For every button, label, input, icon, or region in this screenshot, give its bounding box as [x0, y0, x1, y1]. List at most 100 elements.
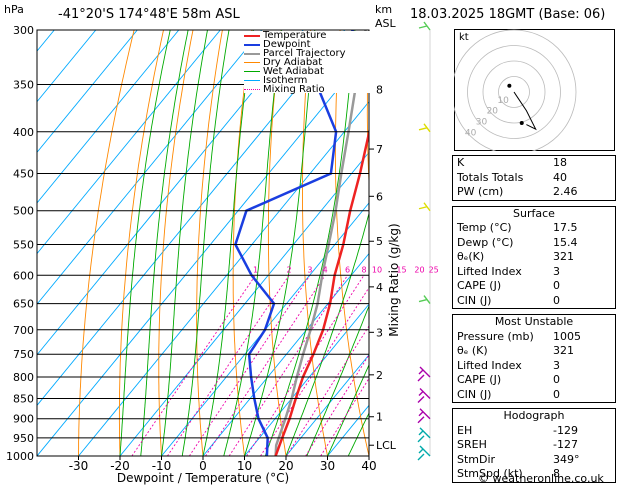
legend-swatch	[244, 80, 260, 81]
temperature-tick-label: 40	[361, 459, 376, 473]
km-tick-label: 6	[376, 190, 383, 203]
hodograph-kt-label: kt	[459, 32, 469, 43]
stats-row: EH -129	[453, 424, 615, 439]
wind-barb	[419, 124, 430, 132]
wind-barb	[418, 428, 430, 442]
hodograph-marker	[520, 121, 524, 125]
stats-label: Temp (°C)	[457, 221, 512, 236]
mixing-ratio-label: 15	[396, 265, 406, 274]
pressure-tick-label: 850	[13, 393, 34, 406]
most-unstable-title: Most Unstable	[453, 315, 615, 330]
stats-label: Lifted Index	[457, 359, 522, 374]
pressure-tick-label: 400	[13, 126, 34, 139]
stats-row: CIN (J) 0	[453, 388, 615, 403]
stats-row: Temp (°C) 17.5	[453, 221, 615, 236]
mixing-ratio-label: 25	[429, 265, 439, 274]
pressure-tick-label: 800	[13, 371, 34, 384]
dry-adiabat-line	[398, 30, 452, 456]
stats-label: EH	[457, 424, 472, 439]
km-tick-label: 7	[376, 143, 383, 156]
stats-row: CAPE (J)0	[453, 279, 615, 294]
km-tick-label: 1	[376, 411, 383, 424]
pressure-tick-label: 450	[13, 168, 34, 181]
stats-label: Dewp (°C)	[457, 236, 513, 251]
legend-swatch	[244, 71, 260, 72]
stats-label: CAPE (J)	[457, 373, 501, 388]
mixing-ratio-label: 1	[253, 265, 258, 274]
mixing-ratio-label: 2	[287, 265, 292, 274]
temperature-tick-label: -30	[69, 459, 89, 473]
stats-row: SREH-127	[453, 438, 615, 453]
wet-adiabat-line	[182, 30, 229, 456]
stats-value: 2.46	[553, 185, 611, 200]
stats-value: 15.4	[553, 236, 611, 251]
stats-value: 349°	[553, 453, 611, 468]
mixing-ratio-label: 20	[414, 265, 424, 274]
hodograph-ring-label: 10	[497, 96, 509, 106]
wet-adiabat-line	[120, 30, 170, 456]
stats-row: CIN (J)0	[453, 294, 615, 309]
stats-value: 17.5	[553, 221, 611, 236]
legend-item: Mixing Ratio	[244, 85, 374, 94]
wind-barb	[418, 446, 430, 460]
wind-barb	[418, 409, 430, 423]
stats-label: CIN (J)	[457, 388, 491, 403]
pressure-tick-label: 700	[13, 324, 34, 337]
legend-swatch	[244, 53, 260, 55]
mixing-ratio-line	[306, 275, 420, 456]
stats-value: 3	[553, 359, 611, 374]
stats-value: 3	[553, 265, 611, 280]
mixing-ratio-label: 6	[345, 265, 350, 274]
pressure-tick-label: 950	[13, 432, 34, 445]
stats-label: Lifted Index	[457, 265, 522, 280]
stats-label: Totals Totals	[457, 171, 523, 186]
wind-barb	[419, 296, 430, 304]
pressure-tick-label: 350	[13, 79, 34, 92]
pressure-tick-label: 550	[13, 239, 34, 252]
legend-swatch	[244, 44, 260, 46]
km-tick-label: 8	[376, 84, 383, 97]
mixing-ratio-label: 3	[307, 265, 312, 274]
hodograph-ring-label: 20	[487, 107, 499, 117]
hodograph-ring-label: 30	[476, 118, 488, 128]
stats-row: PW (cm)2.46	[453, 185, 615, 200]
wet-adiabat-line	[141, 30, 188, 456]
km-tick-label: 3	[376, 326, 383, 339]
hodograph-ring-label: 40	[465, 128, 477, 138]
stats-row: θₑ (K)321	[453, 344, 615, 359]
stats-value: 1005	[553, 330, 611, 345]
stats-value: 0	[553, 373, 611, 388]
stats-value: 18	[553, 156, 611, 171]
lcl-label: LCL	[376, 439, 397, 452]
pressure-tick-label: 900	[13, 413, 34, 426]
stats-label: K	[457, 156, 464, 171]
mixing-ratio-label: 10	[372, 265, 382, 274]
stats-value: -129	[553, 424, 611, 439]
stats-label: CIN (J)	[457, 294, 491, 309]
stats-row: CAPE (J) 0	[453, 373, 615, 388]
pressure-tick-label: 300	[13, 24, 34, 37]
stats-row: Lifted Index 3	[453, 265, 615, 280]
legend-label: Mixing Ratio	[263, 85, 325, 94]
legend-swatch	[244, 62, 260, 63]
pressure-tick-label: 650	[13, 298, 34, 311]
stats-value: 321	[553, 344, 611, 359]
stats-value: 0	[553, 388, 611, 403]
stats-row: Dewp (°C) 15.4	[453, 236, 615, 251]
pressure-tick-label: 600	[13, 269, 34, 282]
stats-row: θₑ(K)321	[453, 250, 615, 265]
mixing-ratio-line	[167, 275, 289, 456]
temperature-tick-label: 30	[320, 459, 335, 473]
mixing-ratio-line	[132, 275, 256, 456]
legend-swatch	[244, 35, 260, 37]
pressure-tick-label: 1000	[6, 450, 34, 463]
mixing-ratio-line	[321, 275, 434, 456]
stats-label: CAPE (J)	[457, 279, 501, 294]
pressure-tick-label: 500	[13, 205, 34, 218]
stats-row: Pressure (mb)1005	[453, 330, 615, 345]
